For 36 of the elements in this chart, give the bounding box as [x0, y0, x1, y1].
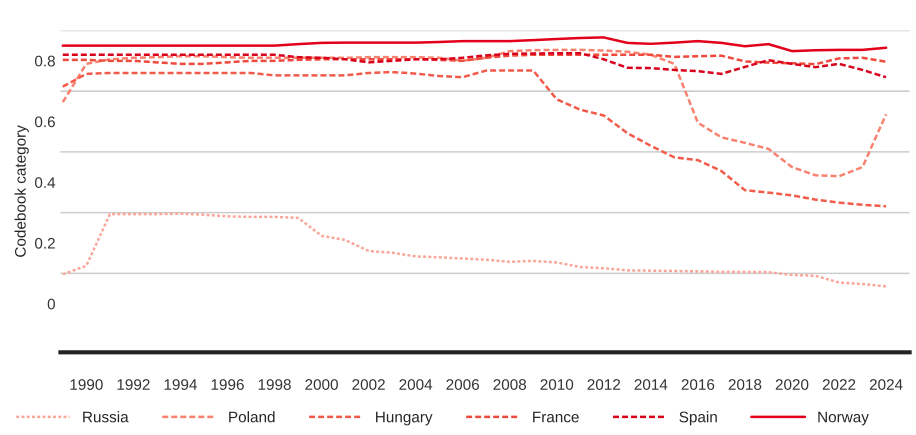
- line-series: [62, 212, 888, 288]
- line-series: [62, 36, 888, 52]
- line-series: [62, 53, 888, 66]
- legend-label: France: [533, 412, 579, 422]
- x-tick-label: 2004: [399, 379, 432, 390]
- x-tick-label: 2022: [822, 379, 856, 390]
- y-tick-label: 0.8: [34, 56, 55, 67]
- x-tick-label: 2018: [728, 379, 762, 390]
- x-tick-label: 1998: [258, 379, 291, 390]
- y-tick-label: 0.6: [34, 116, 55, 128]
- x-tick-label: 1990: [70, 379, 103, 390]
- x-tick-label: 2002: [352, 379, 385, 390]
- x-tick-label: 2024: [870, 379, 903, 390]
- legend-label: Hungary: [376, 412, 433, 426]
- x-tick-label: 2010: [540, 379, 574, 390]
- y-tick-label: 0.2: [34, 238, 55, 249]
- legend-label: Poland: [229, 411, 275, 422]
- y-tick-label: 0.4: [34, 177, 56, 188]
- legend-label: Spain: [679, 411, 717, 426]
- legend-label: Russia: [83, 411, 129, 422]
- x-tick-label: 2014: [634, 379, 668, 390]
- x-tick-label: 2008: [493, 379, 526, 390]
- x-tick-label: 2012: [588, 379, 620, 390]
- y-axis-title: Codebook category: [14, 125, 29, 257]
- x-tick-label: 1996: [212, 379, 244, 390]
- legend-label: Norway: [818, 412, 869, 426]
- x-tick-label: 1994: [164, 379, 197, 390]
- x-tick-label: 2016: [682, 379, 714, 390]
- x-tick-label: 2006: [446, 379, 479, 390]
- y-tick-label: 0: [48, 298, 55, 310]
- line-series: [62, 69, 888, 208]
- line-series: [62, 48, 888, 178]
- x-tick-label: 2020: [776, 379, 808, 390]
- x-tick-label: 2000: [305, 379, 338, 390]
- line-series: [62, 52, 888, 78]
- x-tick-label: 1992: [118, 379, 150, 390]
